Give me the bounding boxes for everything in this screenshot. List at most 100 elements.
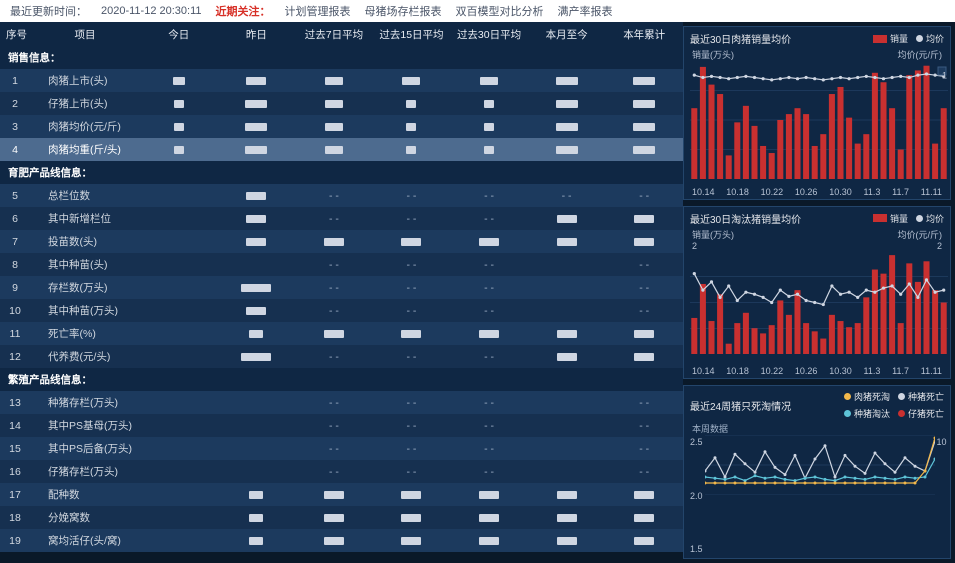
cell: - - xyxy=(605,437,683,460)
table-row[interactable]: 18分娩窝数 xyxy=(0,506,683,529)
cell xyxy=(140,115,218,138)
cell xyxy=(528,506,606,529)
cell xyxy=(450,138,528,161)
cell xyxy=(373,115,451,138)
table-row[interactable]: 13种猪存栏(万头)- -- -- -- - xyxy=(0,391,683,414)
table-row[interactable]: 1肉猪上市(头) xyxy=(0,69,683,92)
legend-item: 销量 xyxy=(873,32,908,45)
cell xyxy=(373,69,451,92)
table-row[interactable]: 19窝均活仔(头/窝) xyxy=(0,529,683,552)
row-item: 其中种苗(头) xyxy=(30,253,140,276)
chart1-left-axis: 销量(万头) xyxy=(692,48,734,61)
cell: - - xyxy=(295,345,373,368)
cell xyxy=(528,322,606,345)
cell xyxy=(218,322,296,345)
cell xyxy=(605,345,683,368)
cell: - - xyxy=(295,414,373,437)
cell xyxy=(218,230,296,253)
table-row[interactable]: 9存栏数(万头)- -- -- -- - xyxy=(0,276,683,299)
table-row[interactable]: 15其中PS后备(万头)- -- -- -- - xyxy=(0,437,683,460)
cell: - - xyxy=(450,391,528,414)
x-tick: 10.26 xyxy=(795,366,818,376)
table-row[interactable]: 2仔猪上市(头) xyxy=(0,92,683,115)
table-row[interactable]: 10其中种苗(万头)- -- -- -- - xyxy=(0,299,683,322)
x-tick: 10.30 xyxy=(829,187,852,197)
chart2-right-tick: 2 xyxy=(937,241,942,251)
cell xyxy=(528,391,606,414)
cell: - - xyxy=(295,391,373,414)
cell xyxy=(218,276,296,299)
cell: - - xyxy=(295,299,373,322)
cell: - - xyxy=(450,345,528,368)
x-tick: 10.18 xyxy=(726,366,749,376)
update-timestamp: 2020-11-12 20:30:11 xyxy=(101,5,202,17)
x-tick: 10.22 xyxy=(761,366,784,376)
cell xyxy=(605,69,683,92)
cell xyxy=(528,138,606,161)
cell: - - xyxy=(295,207,373,230)
cell xyxy=(140,69,218,92)
nav-link-3[interactable]: 满产率报表 xyxy=(558,3,613,19)
col-5: 过去15日平均 xyxy=(373,22,451,46)
chart-card-1: 最近30日肉猪销量均价 销量均价 销量(万头) 均价(元/斤) 1 10.141… xyxy=(683,26,951,200)
cell xyxy=(218,460,296,483)
row-seq: 1 xyxy=(0,69,30,92)
x-tick: 11.11 xyxy=(921,187,942,197)
chart2-legend: 销量均价 xyxy=(873,212,944,225)
nav-link-2[interactable]: 双百模型对比分析 xyxy=(456,3,544,19)
cell: - - xyxy=(605,184,683,207)
nav-link-1[interactable]: 母猪场存栏报表 xyxy=(365,3,442,19)
chart3-svg xyxy=(705,435,935,495)
chart-card-3: 最近24周猪只死淘情况 肉猪死淘种猪死亡种猪淘汰仔猪死亡 本周数据 2.5 2.… xyxy=(683,385,951,559)
topbar: 最近更新时间： 2020-11-12 20:30:11 近期关注： 计划管理报表… xyxy=(0,0,955,22)
legend-item: 均价 xyxy=(916,32,944,45)
x-tick: 10.22 xyxy=(761,187,784,197)
row-seq: 11 xyxy=(0,322,30,345)
table-row[interactable]: 4肉猪均重(斤/头) xyxy=(0,138,683,161)
cell xyxy=(605,115,683,138)
cell: - - xyxy=(605,253,683,276)
row-item: 总栏位数 xyxy=(30,184,140,207)
cell xyxy=(295,529,373,552)
chart2-x-ticks: 10.1410.1810.2210.2610.3011.311.711.11 xyxy=(690,366,944,376)
cell xyxy=(295,138,373,161)
table-row[interactable]: 12代养费(元/头)- -- -- - xyxy=(0,345,683,368)
cell xyxy=(295,230,373,253)
table-row[interactable]: 7投苗数(头) xyxy=(0,230,683,253)
table-row[interactable]: 5总栏位数- -- -- -- -- - xyxy=(0,184,683,207)
cell xyxy=(218,529,296,552)
cell xyxy=(140,345,218,368)
cell: - - xyxy=(373,276,451,299)
row-item: 其中新增栏位 xyxy=(30,207,140,230)
cell xyxy=(528,529,606,552)
x-tick: 10.30 xyxy=(829,366,852,376)
cell xyxy=(295,92,373,115)
table-row[interactable]: 8其中种苗(头)- -- -- -- - xyxy=(0,253,683,276)
cell xyxy=(140,391,218,414)
cell xyxy=(528,299,606,322)
chart2-right-axis: 均价(元/斤) xyxy=(898,228,943,241)
table-row[interactable]: 3肉猪均价(元/斤) xyxy=(0,115,683,138)
cell xyxy=(295,115,373,138)
table-row[interactable]: 6其中新增栏位- -- -- - xyxy=(0,207,683,230)
nav-link-0[interactable]: 计划管理报表 xyxy=(285,3,351,19)
chart1-legend: 销量均价 xyxy=(873,32,944,45)
cell xyxy=(528,115,606,138)
chart3-ytick: 2.0 xyxy=(690,491,703,501)
table-row[interactable]: 14其中PS基母(万头)- -- -- -- - xyxy=(0,414,683,437)
table-row[interactable]: 11死亡率(%) xyxy=(0,322,683,345)
chart3-legend: 肉猪死淘种猪死亡种猪淘汰仔猪死亡 xyxy=(814,390,944,420)
legend-item: 种猪淘汰 xyxy=(844,407,890,420)
cell xyxy=(528,230,606,253)
cell xyxy=(373,322,451,345)
cell: - - xyxy=(450,253,528,276)
cell: - - xyxy=(605,276,683,299)
row-item: 肉猪均重(斤/头) xyxy=(30,138,140,161)
cell xyxy=(373,230,451,253)
cell: - - xyxy=(450,184,528,207)
cell xyxy=(528,69,606,92)
table-row[interactable]: 17配种数 xyxy=(0,483,683,506)
cell xyxy=(450,92,528,115)
cell: - - xyxy=(450,299,528,322)
table-row[interactable]: 16仔猪存栏(万头)- -- -- -- - xyxy=(0,460,683,483)
